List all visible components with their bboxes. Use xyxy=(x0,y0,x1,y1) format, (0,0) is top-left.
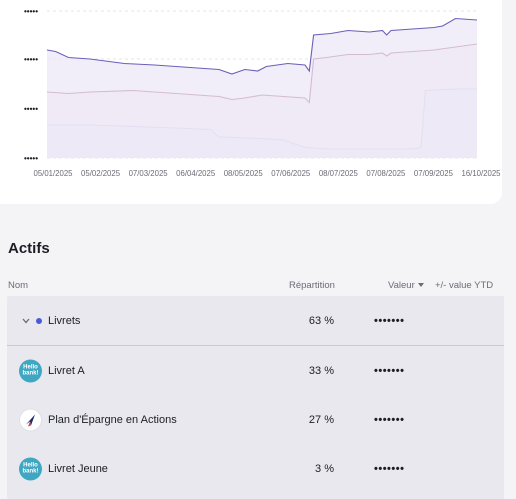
x-tick-label: 05/01/2025 xyxy=(33,169,73,178)
series-area xyxy=(47,18,477,158)
pea-logo-icon xyxy=(19,408,42,431)
asset-name: Plan d'Épargne en Actions xyxy=(48,413,177,426)
asset-value: ••••••• xyxy=(374,413,405,426)
x-tick-label: 07/08/2025 xyxy=(366,169,406,178)
group-allocation: 63 % xyxy=(308,314,334,327)
table-row[interactable]: Hello bank! Livret A 33 % ••••••• xyxy=(7,346,504,395)
x-tick-label: 05/02/2025 xyxy=(81,169,121,178)
hello-bank-logo-icon: Hello bank! xyxy=(19,457,42,480)
column-header-allocation[interactable]: Répartition xyxy=(289,280,335,291)
column-header-name[interactable]: Nom xyxy=(8,280,29,291)
column-header-ytd[interactable]: +/- value YTD xyxy=(435,280,494,291)
column-header-value-label: Valeur xyxy=(388,280,415,291)
group-label: Livrets xyxy=(48,314,81,327)
group-color-dot xyxy=(36,317,42,324)
y-tick-label: ••••• xyxy=(24,7,38,16)
x-tick-label: 08/07/2025 xyxy=(319,169,359,178)
x-tick-label: 07/03/2025 xyxy=(129,169,169,178)
asset-value: ••••••• xyxy=(374,364,405,377)
sort-caret-icon xyxy=(417,283,424,288)
x-tick-label: 07/06/2025 xyxy=(271,169,311,178)
table-row[interactable]: Plan d'Épargne en Actions 27 % ••••••• xyxy=(7,395,504,444)
y-tick-label: ••••• xyxy=(24,105,38,114)
section-title: Actifs xyxy=(8,240,50,257)
chevron-down-icon[interactable] xyxy=(21,316,31,326)
series-line xyxy=(46,17,478,75)
group-value: ••••••• xyxy=(374,314,405,327)
y-tick-label: ••••• xyxy=(24,154,38,163)
x-tick-label: 08/05/2025 xyxy=(224,169,264,178)
x-tick-label: 16/10/2025 xyxy=(461,169,501,178)
hello-bank-logo-icon: Hello bank! xyxy=(19,359,42,382)
asset-name: Livret A xyxy=(48,364,85,377)
y-tick-label: ••••• xyxy=(24,55,38,64)
group-row-livrets[interactable]: Livrets 63 % ••••••• xyxy=(7,296,504,346)
asset-value: ••••••• xyxy=(374,462,405,475)
table-row[interactable]: Hello bank! Livret Jeune 3 % ••••••• xyxy=(7,444,504,493)
livrets-group: Livrets 63 % ••••••• Hello bank! Livret … xyxy=(7,296,504,499)
column-header-value[interactable]: Valeur xyxy=(388,280,424,291)
asset-allocation: 3 % xyxy=(315,462,334,475)
chart-card: ••••• ••••• ••••• ••••• 05/01/2025 05/02/2025… xyxy=(0,0,502,204)
asset-allocation: 33 % xyxy=(308,364,334,377)
x-tick-label: 06/04/2025 xyxy=(176,169,216,178)
asset-allocation: 27 % xyxy=(308,413,334,426)
x-tick-label: 07/09/2025 xyxy=(414,169,454,178)
asset-name: Livret Jeune xyxy=(48,462,108,475)
portfolio-chart: ••••• ••••• ••••• ••••• 05/01/2025 05/02/2025… xyxy=(24,7,501,178)
